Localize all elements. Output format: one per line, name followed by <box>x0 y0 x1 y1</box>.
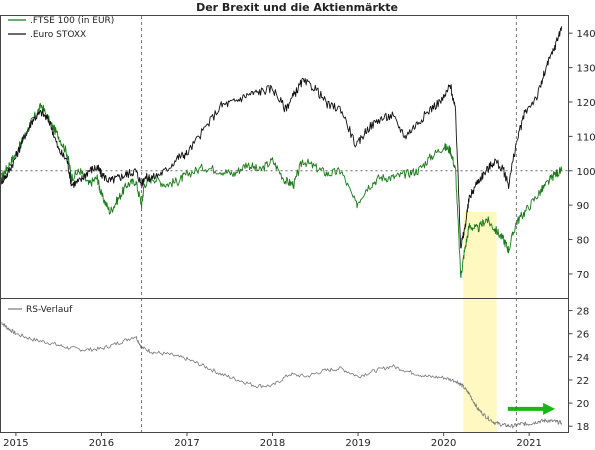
y-tick-label-80: 80 <box>577 236 590 247</box>
series-line-euro-stoxx <box>0 26 563 249</box>
rs-series-group <box>1 321 563 429</box>
rs-y-axis: 18 20 22 24 26 28 <box>568 307 590 433</box>
rs-y-tick-label-28: 28 <box>577 307 590 318</box>
y-tick-label-140: 140 <box>577 29 595 40</box>
series-line-rs-verlauf <box>1 321 563 429</box>
y-tick-label-120: 120 <box>577 98 595 109</box>
trend-arrow <box>507 402 556 415</box>
x-axis: 2015 2016 2017 2018 2019 2020 2021 <box>3 432 542 449</box>
rs-y-tick-label-24: 24 <box>577 353 590 364</box>
price-panel: 70 80 90 100 110 120 130 140 .FTSE 100 (in EUR)… <box>0 15 595 299</box>
legend: .FTSE 100 (in EUR) .Euro STOXX <box>8 16 114 40</box>
price-y-axis: 70 80 90 100 110 120 130 140 <box>568 29 595 281</box>
x-tick-label-2020: 2020 <box>431 438 456 449</box>
relative-strength-panel: 18 20 22 24 26 28 RS-Verlauf <box>0 298 590 433</box>
y-tick-label-70: 70 <box>577 270 590 281</box>
rs-y-tick-label-22: 22 <box>577 376 590 387</box>
y-tick-label-90: 90 <box>577 201 590 212</box>
rs-y-tick-label-26: 26 <box>577 330 590 341</box>
rs-y-tick-label-18: 18 <box>577 422 590 433</box>
rs-y-tick-label-20: 20 <box>577 399 590 410</box>
y-tick-label-130: 130 <box>577 64 595 75</box>
legend-label-ftse: .FTSE 100 (in EUR) <box>30 16 114 26</box>
legend-label-rs: RS-Verlauf <box>26 305 73 315</box>
y-tick-label-110: 110 <box>577 132 595 143</box>
price-series-group <box>0 26 563 278</box>
chart-title: Der Brexit und die Aktienmärkte <box>196 1 398 14</box>
arrow-head <box>543 402 556 415</box>
x-tick-label-2021: 2021 <box>516 438 541 449</box>
series-line-ftse-100-in-eur <box>0 102 563 278</box>
x-tick-label-2016: 2016 <box>89 438 114 449</box>
x-tick-label-2018: 2018 <box>260 438 285 449</box>
x-tick-label-2015: 2015 <box>3 438 28 449</box>
highlight-band-lower <box>463 299 497 432</box>
legend-label-eurostoxx: .Euro STOXX <box>30 30 86 40</box>
rs-panel-frame <box>0 298 569 433</box>
y-tick-label-100: 100 <box>577 167 595 178</box>
x-tick-label-2019: 2019 <box>345 438 370 449</box>
rs-legend: RS-Verlauf <box>8 305 73 315</box>
x-tick-label-2017: 2017 <box>174 438 199 449</box>
